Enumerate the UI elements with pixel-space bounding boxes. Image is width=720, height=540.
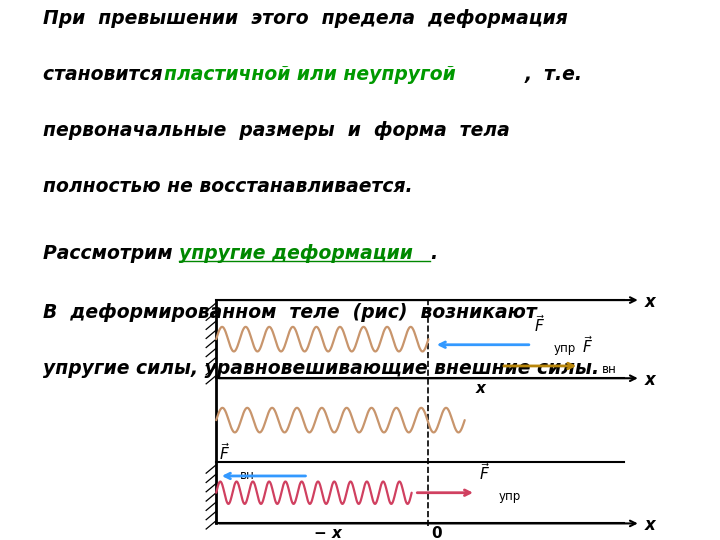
Text: пластичной или неупругой: пластичной или неупругой xyxy=(164,65,456,84)
Text: полностью не восстанавливается.: полностью не восстанавливается. xyxy=(43,177,413,196)
Text: вн: вн xyxy=(601,363,616,376)
Text: ,  т.е.: , т.е. xyxy=(524,65,582,84)
Text: x: x xyxy=(645,516,656,534)
Text: $\vec{F}$: $\vec{F}$ xyxy=(582,335,593,356)
Text: упр: упр xyxy=(554,342,576,355)
Text: упругие силы, уравновешивающие внешние силы.: упругие силы, уравновешивающие внешние с… xyxy=(43,359,599,377)
Text: − x: − x xyxy=(314,526,342,540)
Text: x: x xyxy=(645,293,656,310)
Text: .: . xyxy=(430,244,437,263)
Text: Рассмотрим: Рассмотрим xyxy=(43,244,179,263)
Text: вн: вн xyxy=(240,469,254,482)
Text: упругие деформации: упругие деформации xyxy=(179,244,413,263)
Text: упр: упр xyxy=(498,490,521,503)
Text: В  деформированном  теле  (рис)  возникают: В деформированном теле (рис) возникают xyxy=(43,303,537,322)
Text: становится: становится xyxy=(43,65,169,84)
Text: $\vec{F}$: $\vec{F}$ xyxy=(534,314,546,335)
Text: $\vec{F}$: $\vec{F}$ xyxy=(219,442,230,463)
Text: x: x xyxy=(476,381,486,396)
Text: $\vec{F}$: $\vec{F}$ xyxy=(479,462,490,483)
Text: x: x xyxy=(645,371,656,389)
Text: При  превышении  этого  предела  деформация: При превышении этого предела деформация xyxy=(43,9,568,28)
Text: 0: 0 xyxy=(431,526,442,540)
Text: первоначальные  размеры  и  форма  тела: первоначальные размеры и форма тела xyxy=(43,121,510,140)
